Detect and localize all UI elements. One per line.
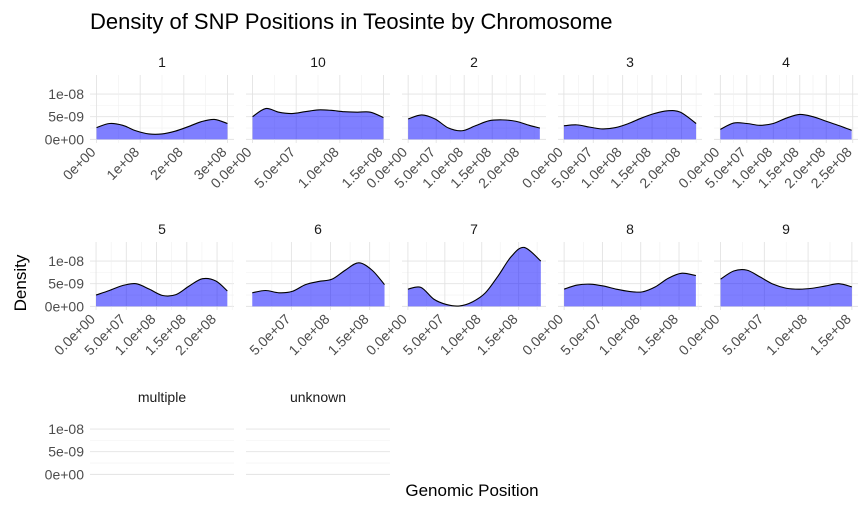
facet-strip-label: 3 — [626, 54, 634, 70]
density-line — [563, 272, 696, 293]
density-area — [408, 114, 540, 140]
facet-strip-label: 7 — [470, 221, 478, 237]
y-tick-label: 1e-08 — [48, 253, 84, 269]
density-line — [563, 110, 697, 130]
y-tick-label: 5e-09 — [48, 276, 84, 292]
facet-panel-multiple: multiple 0e+00 5e-09 1e-08 — [45, 389, 234, 482]
density-area — [720, 114, 852, 140]
density-line — [95, 277, 228, 297]
y-tick-label: 0e+00 — [45, 298, 85, 314]
y-tick-label: 0e+00 — [45, 131, 85, 147]
density-area — [96, 278, 228, 307]
facet-strip-label: 4 — [782, 54, 790, 70]
density-area — [720, 269, 852, 307]
facet-strip-label: 1 — [158, 54, 166, 70]
density-area — [563, 110, 697, 140]
y-tick-label: 5e-09 — [48, 444, 84, 460]
density-line — [96, 118, 228, 135]
panel-background — [246, 410, 390, 478]
density-line — [407, 114, 540, 132]
facet-strip-label: 9 — [782, 221, 790, 237]
facet-strip-label: multiple — [138, 389, 186, 405]
y-tick-label: 0e+00 — [45, 466, 85, 482]
density-line — [720, 269, 853, 290]
y-tick-label: 5e-09 — [48, 109, 84, 125]
facet-strip-label: unknown — [290, 389, 346, 405]
density-line — [720, 113, 852, 131]
chart-title: Density of SNP Positions in Teosinte by … — [90, 9, 613, 34]
facet-strip-label: 6 — [314, 221, 322, 237]
facet-strip-label: 5 — [158, 221, 166, 237]
y-tick-label: 1e-08 — [48, 421, 84, 437]
y-axis-title: Density — [11, 254, 30, 311]
density-line — [252, 107, 384, 119]
facet-panel-unknown: unknown — [246, 389, 390, 478]
density-area — [564, 273, 696, 307]
x-axis-title: Genomic Position — [405, 481, 538, 500]
panel-background — [90, 410, 234, 478]
density-line — [252, 262, 385, 294]
y-tick-label: 1e-08 — [48, 86, 84, 102]
facet-strip-label: 8 — [626, 221, 634, 237]
facet-strip-label: 10 — [310, 54, 326, 70]
facet-strip-label: 2 — [470, 54, 478, 70]
density-line — [407, 246, 542, 307]
density-area — [252, 262, 385, 307]
density-area — [252, 108, 384, 140]
